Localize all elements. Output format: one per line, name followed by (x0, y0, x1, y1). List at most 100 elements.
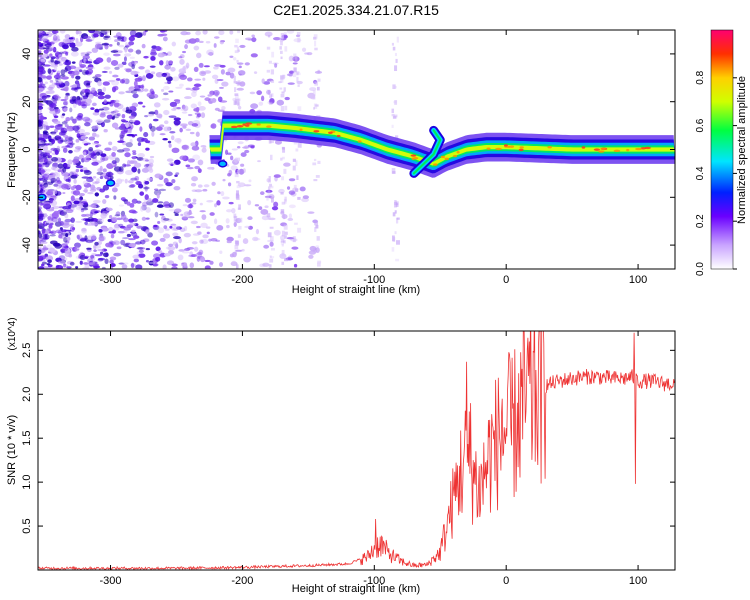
spectrogram-noise-dot (99, 218, 104, 223)
spectrogram-noise-dot (156, 204, 164, 208)
spectrogram-noise-dot (240, 152, 247, 157)
spectrogram-noise-dot (268, 264, 272, 269)
spectrogram-noise-dot (192, 154, 201, 161)
spectrogram-noise-dot (120, 197, 126, 201)
spectrogram-noise-dot (125, 122, 130, 128)
spectrogram-noise-dot (96, 151, 100, 156)
spectrogram-noise-dot (149, 88, 154, 95)
spectrogram-noise-dot (91, 161, 99, 166)
spectrogram-noise-dot (268, 34, 271, 38)
spectrogram-noise-dot (75, 248, 80, 251)
spectrogram-noise-dot (152, 253, 161, 259)
spectrogram-peak-dot (613, 149, 621, 153)
spectrogram-noise-dot (137, 142, 142, 147)
spectrogram-noise-dot (168, 115, 177, 119)
spectrogram-noise-dot (200, 238, 209, 244)
spectrogram-noise-dot (38, 41, 42, 46)
spectrogram-noise-dot (135, 241, 142, 245)
spectrogram-noise-dot (150, 55, 156, 61)
spectrogram-noise-dot (184, 197, 192, 203)
spectrogram-peak-dot (456, 151, 460, 154)
spectrogram-noise-dot (60, 98, 67, 102)
spectrogram-noise-dot (227, 182, 232, 187)
spectrogram-noise-dot (57, 163, 64, 169)
spectrogram-noise-dot (190, 220, 198, 225)
spectrogram-noise-dot (104, 147, 112, 152)
spectrogram-noise-dot (145, 72, 154, 79)
spectrogram-branch (412, 129, 442, 175)
spectrogram-noise-dot (257, 160, 261, 163)
spectrogram-noise-dot (46, 95, 50, 99)
spectrogram-noise-dot (207, 94, 213, 97)
spectrogram-noise-dot (65, 100, 69, 106)
spectrogram-noise-dot (317, 78, 321, 82)
spectrogram-noise-dot (160, 88, 165, 92)
spectrogram-noise-dot (202, 234, 209, 239)
spectrogram-noise-dot (235, 193, 239, 199)
spectrogram-noise-dot (114, 39, 119, 43)
spectrogram-peak-dot (503, 144, 508, 147)
spectrogram-noise-dot (131, 229, 136, 233)
spectrogram-noise-dot (297, 227, 302, 233)
spectrogram-noise-dot (236, 157, 241, 162)
spectrogram-noise-dot (53, 171, 59, 177)
spectrogram-x-tick-label: 0 (503, 274, 509, 286)
spectrogram-noise-dot (75, 165, 84, 169)
spectrogram-noise-dot (97, 168, 103, 173)
spectrogram-noise-dot (236, 87, 245, 91)
spectrogram-noise-dot (108, 141, 113, 146)
spectrogram-noise-dot (248, 179, 252, 183)
spectrogram-noise-dot (49, 47, 57, 52)
spectrogram-noise-dot (191, 176, 198, 182)
spectrogram-noise-dot (42, 116, 47, 120)
spectrogram-noise-dot (126, 44, 132, 47)
spectrogram-noise-dot (282, 147, 286, 153)
spectrogram-noise-dot (159, 213, 165, 216)
spectrogram-noise-dot (42, 173, 49, 180)
spectrogram-noise-dot (283, 198, 287, 204)
spectrogram-noise-dot (268, 176, 271, 182)
spectrogram-noise-dot (38, 87, 45, 91)
spectrogram-noise-dot (50, 177, 57, 182)
spectrogram-noise-dot (297, 196, 301, 200)
spectrogram-noise-dot (47, 259, 52, 263)
spectrogram-noise-dot (124, 67, 132, 71)
spectrogram-noise-dot (270, 236, 274, 242)
spectrogram-noise-dot (132, 150, 137, 153)
spectrogram-noise-dot (52, 162, 58, 167)
spectrogram-noise-dot (165, 182, 173, 187)
spectrogram-noise-dot (53, 210, 59, 216)
spectrogram-noise-dot (280, 240, 285, 243)
spectrogram-noise-dot (191, 253, 197, 258)
spectrogram-noise-dot (68, 204, 72, 210)
spectrogram-noise-dot (395, 217, 399, 224)
spectrogram-noise-dot (280, 238, 284, 245)
spectrogram-noise-dot (45, 220, 54, 224)
spectrogram-noise-dot (79, 63, 83, 66)
spectrogram-noise-dot (227, 152, 232, 155)
spectrogram-noise-dot (48, 135, 52, 141)
spectrogram-noise-dot (198, 40, 204, 43)
spectrogram-noise-dot (102, 81, 110, 86)
spectrogram-noise-dot (237, 105, 242, 110)
spectrogram-noise-dot (178, 249, 185, 252)
spectrogram-noise-dot (309, 245, 317, 252)
spectrogram-noise-dot (243, 256, 251, 263)
spectrogram-noise-dot (282, 74, 285, 80)
spectrogram-noise-dot (158, 124, 165, 128)
spectrogram-noise-dot (50, 56, 56, 60)
spectrogram-noise-dot (47, 154, 52, 159)
spectrogram-noise-dot (38, 230, 41, 235)
spectrogram-noise-dot (75, 198, 80, 202)
spectrogram-noise-dot (101, 106, 110, 111)
spectrogram-noise-dot (88, 136, 96, 141)
spectrogram-peak-dot (328, 131, 333, 134)
spectrogram-noise-dot (193, 45, 200, 51)
spectrogram-noise-dot (210, 123, 217, 129)
spectrogram-noise-dot (238, 225, 242, 230)
spectrogram-noise-dot (134, 134, 138, 137)
spectrogram-noise-dot (236, 46, 240, 52)
spectrogram-peak-dot (242, 123, 246, 126)
spectrogram-noise-dot (120, 239, 126, 246)
spectrogram-noise-dot (244, 145, 248, 149)
